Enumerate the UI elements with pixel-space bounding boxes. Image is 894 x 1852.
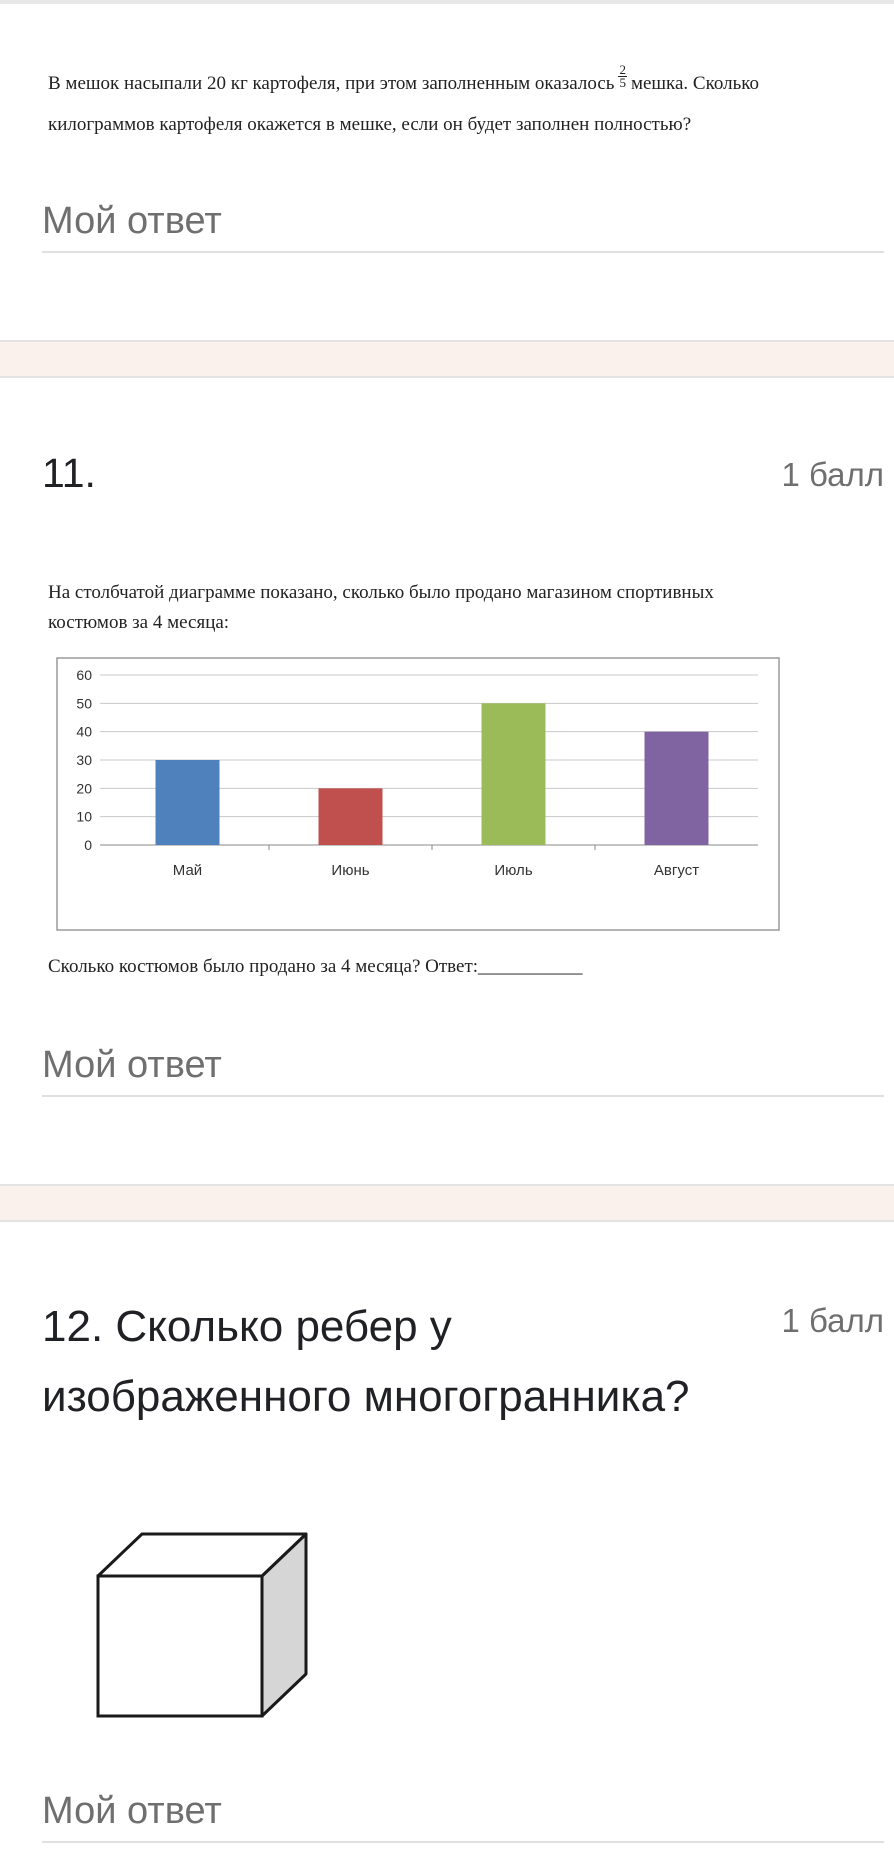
bar-chart: 0 10 20 30 40 50 60 Май Июнь Июль Август bbox=[56, 657, 780, 931]
question-11-text-line1: На столбчатой диаграмме показано, скольк… bbox=[48, 582, 714, 603]
y-tick-label: 40 bbox=[76, 724, 92, 740]
section-separator bbox=[0, 1184, 894, 1222]
question-number: 11. bbox=[42, 450, 96, 496]
y-tick-label: 50 bbox=[76, 695, 92, 711]
section-separator bbox=[0, 340, 894, 378]
y-tick-label: 0 bbox=[84, 837, 92, 853]
answer-input-12[interactable] bbox=[42, 1790, 884, 1843]
x-category-label: Август bbox=[654, 862, 699, 879]
bar-4 bbox=[644, 731, 709, 845]
question-card-12: 12. Сколько ребер у изображенного многог… bbox=[0, 1222, 894, 1852]
x-category-label: Июль bbox=[494, 862, 532, 879]
y-tick-label: 60 bbox=[76, 667, 92, 683]
bar-2 bbox=[318, 788, 383, 845]
points-label: 1 балл bbox=[781, 456, 884, 493]
bar-1 bbox=[155, 760, 220, 845]
question-10-text-line2: килограммов картофеля окажется в мешке, … bbox=[48, 114, 692, 135]
question-card-10: В мешок насыпали 20 кг картофеля, при эт… bbox=[0, 4, 894, 340]
x-category-label: Июнь bbox=[331, 862, 369, 879]
answer-input-11[interactable] bbox=[42, 1044, 884, 1097]
x-category-label: Май bbox=[173, 862, 202, 879]
bar-3 bbox=[481, 703, 546, 845]
question-10-text-line1: В мешок насыпали 20 кг картофеля, при эт… bbox=[48, 62, 760, 94]
points-label: 1 балл bbox=[781, 1302, 884, 1339]
y-tick-label: 20 bbox=[76, 780, 92, 796]
question-card-11: 11. 1 балл На столбчатой диаграмме показ… bbox=[0, 378, 894, 1184]
cube-illustration bbox=[96, 1532, 308, 1718]
y-tick-label: 10 bbox=[76, 809, 92, 825]
question-12-title: 12. Сколько ребер у изображенного многог… bbox=[42, 1302, 690, 1421]
answer-input-10[interactable] bbox=[42, 200, 884, 253]
question-11-text-line2: костюмов за 4 месяца: bbox=[48, 612, 230, 633]
top-divider bbox=[0, 0, 894, 4]
y-tick-label: 30 bbox=[76, 752, 92, 768]
question-11-followup: Сколько костюмов было продано за 4 месяц… bbox=[48, 956, 583, 977]
